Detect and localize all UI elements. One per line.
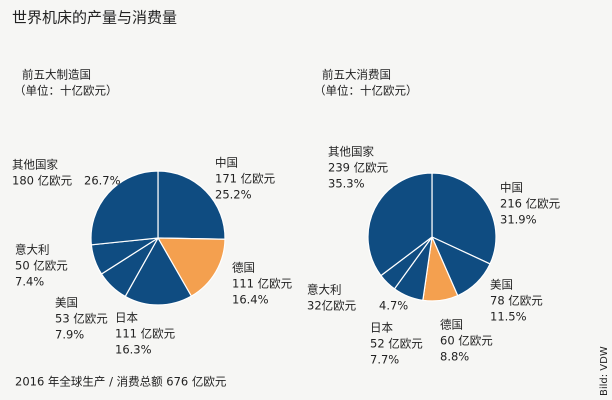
slice-percent-label: 35.3% bbox=[328, 177, 365, 191]
slice-value-label: 32亿欧元 bbox=[307, 299, 357, 313]
slice-category: 德国 bbox=[440, 318, 463, 332]
slice-value-label: 111 亿欧元 bbox=[115, 327, 176, 341]
slice-value-label: 239 亿欧元 bbox=[328, 161, 389, 175]
slice-category: 日本 bbox=[115, 311, 138, 325]
slice-percent-label: 7.9% bbox=[55, 328, 84, 342]
footer: 2016 年全球生产 / 消费总额 676 亿欧元 bbox=[15, 375, 227, 389]
slice-category: 中国 bbox=[500, 181, 523, 195]
slice-value-label: 171 亿欧元 bbox=[215, 172, 276, 186]
credit: Bild: VDW bbox=[599, 346, 610, 396]
slice-percent-label: 11.5% bbox=[490, 310, 527, 324]
slice-category: 其他国家 bbox=[328, 145, 374, 159]
slice-category: 其他国家 bbox=[12, 158, 58, 172]
pie-slice bbox=[431, 172, 497, 265]
pie-title: 前五大制造国 bbox=[22, 68, 91, 82]
slice-category: 中国 bbox=[215, 156, 238, 170]
slice-percent-label: 31.9% bbox=[500, 213, 537, 227]
slice-value-label: 180 亿欧元 bbox=[12, 174, 73, 188]
pie-slice bbox=[156, 237, 226, 297]
slice-category: 德国 bbox=[232, 261, 255, 275]
slice-category: 美国 bbox=[490, 278, 513, 292]
slice-percent-label: 4.7% bbox=[379, 299, 408, 313]
slice-value-label: 60 亿欧元 bbox=[440, 334, 493, 348]
pie-subtitle: （单位：十亿欧元） bbox=[314, 84, 418, 98]
pie-title: 前五大消费国 bbox=[322, 68, 391, 82]
pie-subtitle: （单位：十亿欧元） bbox=[14, 84, 118, 98]
slice-percent-label: 26.7% bbox=[84, 174, 121, 188]
pie-slice bbox=[157, 170, 226, 240]
slice-percent-label: 8.8% bbox=[440, 350, 469, 364]
slice-value-label: 216 亿欧元 bbox=[500, 197, 561, 211]
chart-title: 世界机床的产量与消费量 bbox=[12, 9, 177, 27]
slice-category: 日本 bbox=[370, 321, 393, 335]
slice-value-label: 50 亿欧元 bbox=[15, 259, 68, 273]
pie-slice bbox=[124, 236, 193, 306]
slice-category: 意大利 bbox=[307, 283, 342, 297]
slice-percent-label: 16.3% bbox=[115, 343, 152, 357]
slice-percent-label: 7.7% bbox=[370, 353, 399, 367]
pie-slice bbox=[90, 170, 159, 246]
slice-category: 美国 bbox=[55, 296, 78, 310]
slice-value-label: 111 亿欧元 bbox=[232, 277, 293, 291]
slice-percent-label: 25.2% bbox=[215, 188, 252, 202]
slice-value-label: 78 亿欧元 bbox=[490, 294, 543, 308]
slice-value-label: 52 亿欧元 bbox=[370, 337, 423, 351]
slice-percent-label: 16.4% bbox=[232, 293, 269, 307]
slice-percent-label: 7.4% bbox=[15, 275, 44, 289]
pie-slice bbox=[367, 172, 433, 277]
slice-value-label: 53 亿欧元 bbox=[55, 312, 108, 326]
slice-category: 意大利 bbox=[15, 243, 50, 257]
